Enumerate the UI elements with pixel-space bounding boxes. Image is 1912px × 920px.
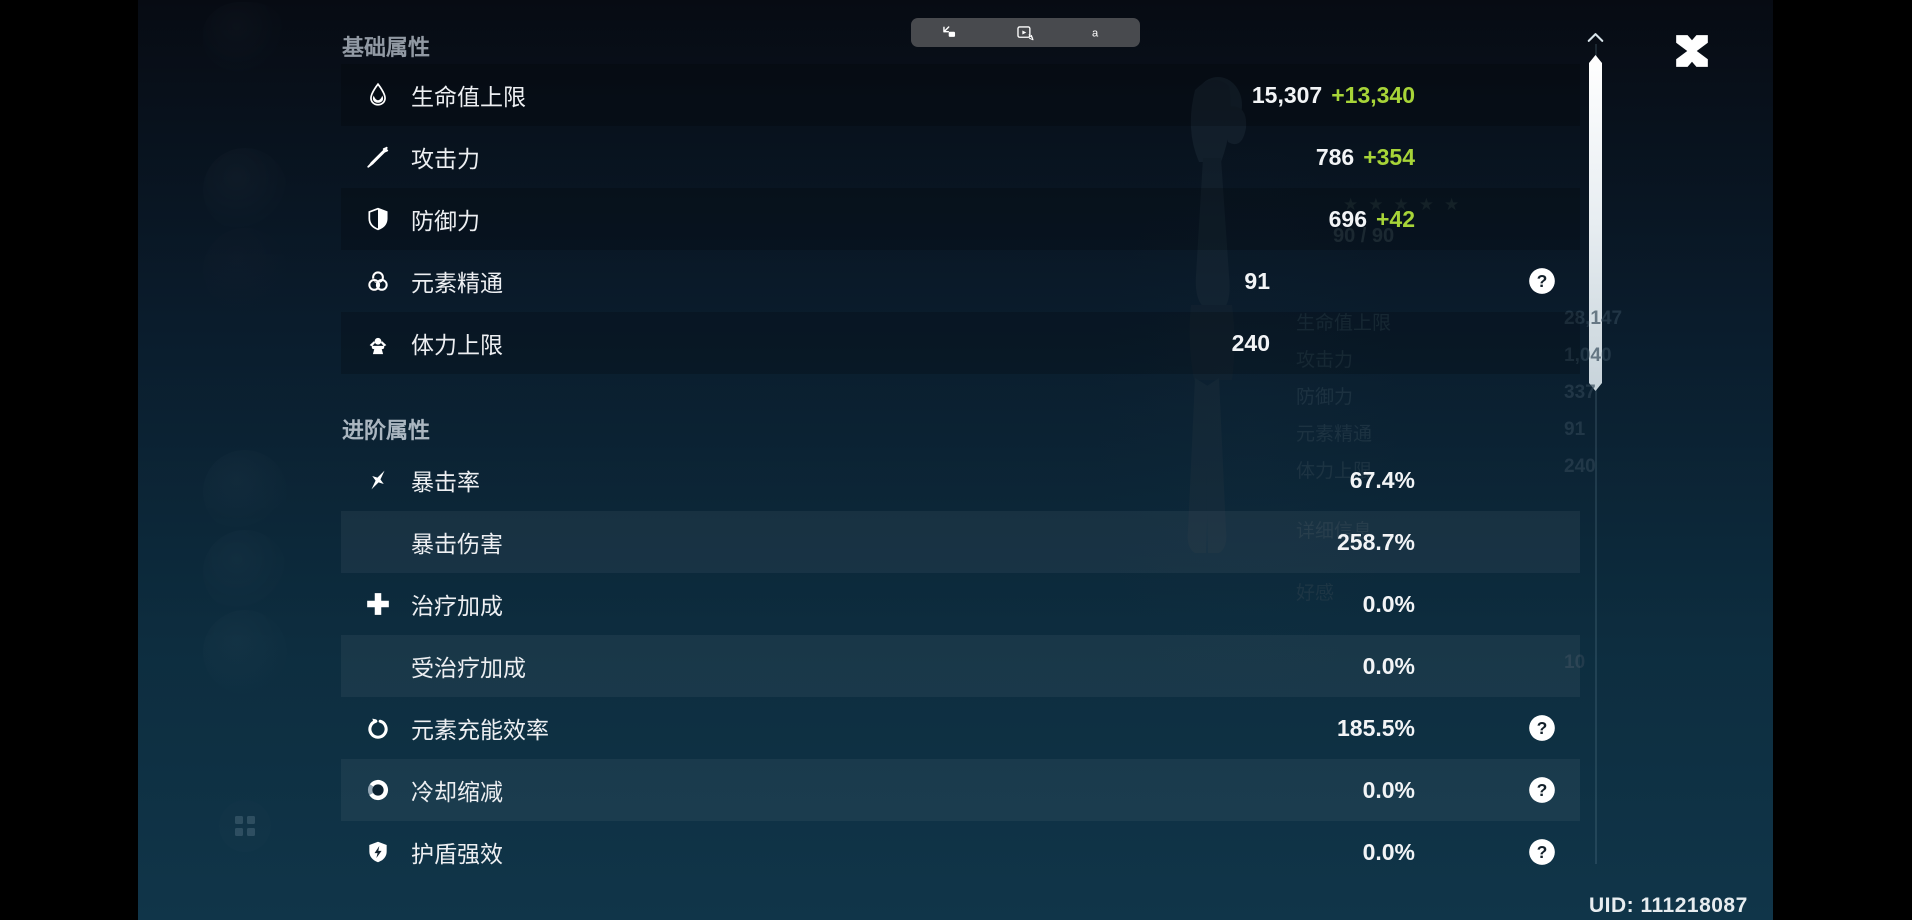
- svg-text:?: ?: [1537, 718, 1548, 738]
- svg-text:a: a: [1092, 27, 1099, 39]
- svg-text:?: ?: [1537, 780, 1548, 800]
- svg-text:?: ?: [1537, 842, 1548, 862]
- svg-text:?: ?: [1537, 271, 1548, 291]
